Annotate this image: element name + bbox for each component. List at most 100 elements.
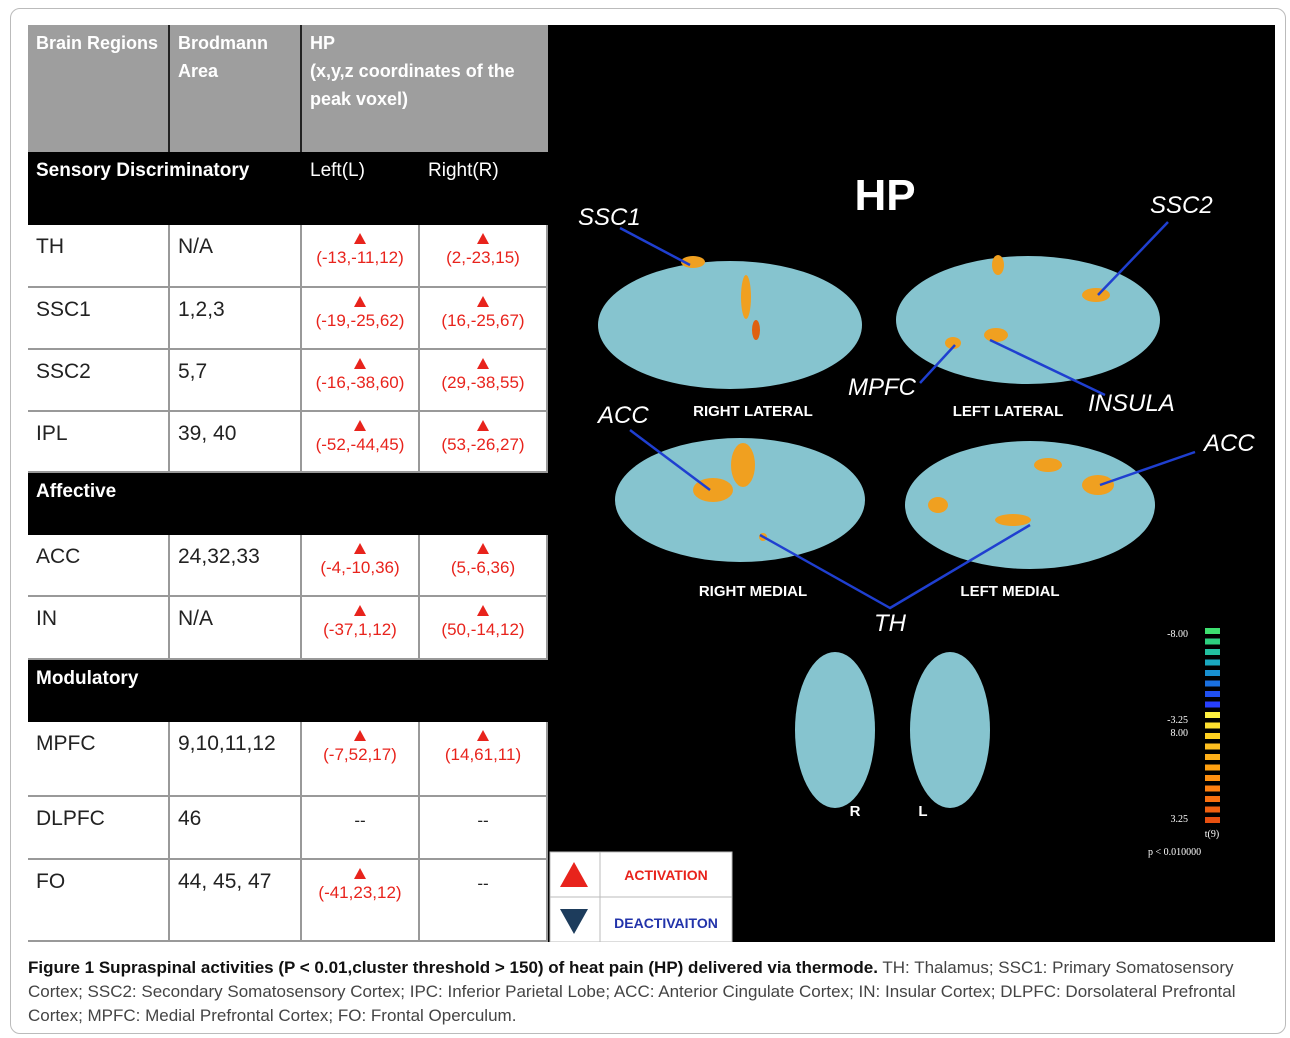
coordinate-text: (16,-25,67): [422, 311, 544, 331]
brodmann-cell: N/A: [170, 597, 302, 660]
colorbar-label: p < 0.010000: [1148, 847, 1201, 858]
section-fill: [302, 473, 548, 535]
coordinate-text: (-13,-11,12): [304, 248, 416, 268]
region-cell: ACC: [28, 535, 170, 597]
coordinate-cell: (-19,-25,62): [302, 288, 420, 350]
colorbar-label: 3.25: [1171, 814, 1189, 825]
coordinate-cell: --: [302, 797, 420, 860]
coordinate-cell: (-37,1,12): [302, 597, 420, 660]
legend-label: ACTIVATION: [624, 867, 707, 883]
colorbar-label: -8.00: [1167, 629, 1188, 640]
coordinate-text: (50,-14,12): [422, 620, 544, 640]
coordinate-text: --: [422, 811, 544, 831]
colorbar-swatch: [1205, 796, 1220, 802]
colorbar-swatch: [1205, 670, 1220, 676]
activation-icon: [354, 296, 366, 307]
brodmann-cell: 5,7: [170, 350, 302, 412]
colorbar-swatch: [1205, 807, 1220, 813]
region-cell: SSC1: [28, 288, 170, 350]
region-cell: DLPFC: [28, 797, 170, 860]
caption: Figure 1 Supraspinal activities (P < 0.0…: [28, 956, 1263, 1028]
colorbar-swatch: [1205, 639, 1220, 645]
colorbar-label: t(9): [1205, 829, 1219, 840]
coordinate-cell: (2,-23,15): [420, 225, 548, 288]
legend: ACTIVATION DEACTIVAITON: [550, 852, 732, 942]
coordinate-cell: --: [420, 797, 548, 860]
activation-icon: [477, 730, 489, 741]
coordinate-text: (14,61,11): [422, 745, 544, 765]
colorbar-swatch: [1205, 744, 1220, 750]
coordinate-text: (-4,-10,36): [304, 558, 416, 578]
coordinate-text: (5,-6,36): [422, 558, 544, 578]
header-text: (x,y,z coordinates of the peak voxel): [310, 57, 540, 113]
view-label: L: [918, 803, 927, 820]
coordinate-cell: (50,-14,12): [420, 597, 548, 660]
brodmann-cell: 24,32,33: [170, 535, 302, 597]
brodmann-cell: 1,2,3: [170, 288, 302, 350]
page: {"table": { "header": ["Brain Regions", …: [0, 0, 1290, 1038]
colorbar-swatch: [1205, 765, 1220, 771]
header-cell: Brain Regions: [28, 25, 170, 152]
activation-icon: [477, 605, 489, 616]
activation-icon: [477, 543, 489, 554]
coordinate-cell: (-16,-38,60): [302, 350, 420, 412]
section-title: Modulatory: [28, 660, 302, 722]
region-cell: SSC2: [28, 350, 170, 412]
coordinate-text: --: [304, 811, 416, 831]
coordinate-text: (-7,52,17): [304, 745, 416, 765]
brodmann-cell: N/A: [170, 225, 302, 288]
colorbar-swatch: [1205, 775, 1220, 781]
colorbar-swatch: [1205, 817, 1220, 823]
hemisphere-label: Right(R): [420, 152, 548, 225]
hemisphere-label: Left(L): [302, 152, 420, 225]
colorbar-label: -3.25: [1167, 715, 1188, 726]
coordinate-cell: (53,-26,27): [420, 412, 548, 473]
coordinate-cell: (-4,-10,36): [302, 535, 420, 597]
region-label: ACC: [596, 402, 649, 429]
colorbar-label: 8.00: [1171, 728, 1189, 739]
brodmann-cell: 9,10,11,12: [170, 722, 302, 797]
section-fill: [302, 660, 548, 722]
colorbar-swatch: [1205, 702, 1220, 708]
legend-label: DEACTIVAITON: [614, 915, 718, 931]
region-cell: MPFC: [28, 722, 170, 797]
coordinate-cell: (29,-38,55): [420, 350, 548, 412]
region-label: ACC: [1202, 430, 1255, 457]
view-label: LEFT LATERAL: [953, 403, 1064, 420]
activation-icon: [354, 868, 366, 879]
brodmann-cell: 44, 45, 47: [170, 860, 302, 942]
coordinate-cell: (-7,52,17): [302, 722, 420, 797]
colorbar-swatch: [1205, 681, 1220, 687]
coordinate-cell: (16,-25,67): [420, 288, 548, 350]
colorbar-swatch: [1205, 628, 1220, 634]
colorbar-swatch: [1205, 712, 1220, 718]
view-label: LEFT MEDIAL: [960, 583, 1059, 600]
figure-title: HP: [854, 171, 915, 220]
coordinate-cell: (5,-6,36): [420, 535, 548, 597]
coordinate-text: (29,-38,55): [422, 373, 544, 393]
header-text: HP: [310, 29, 540, 57]
activation-icon: [477, 233, 489, 244]
activation-icon: [477, 296, 489, 307]
header-cell: HP(x,y,z coordinates of the peak voxel): [302, 25, 548, 152]
view-label: RIGHT MEDIAL: [699, 583, 807, 600]
activation-icon: [354, 358, 366, 369]
brodmann-cell: 46: [170, 797, 302, 860]
colorbar-swatch: [1205, 649, 1220, 655]
coordinate-text: (53,-26,27): [422, 435, 544, 455]
region-label: MPFC: [848, 374, 917, 401]
coordinate-text: --: [422, 874, 544, 894]
view-label: R: [850, 803, 861, 820]
coordinate-text: (-37,1,12): [304, 620, 416, 640]
activation-icon: [477, 420, 489, 431]
region-cell: IN: [28, 597, 170, 660]
coordinate-text: (2,-23,15): [422, 248, 544, 268]
coordinate-cell: (-52,-44,45): [302, 412, 420, 473]
section-title: Sensory Discriminatory: [28, 152, 302, 225]
colorbar-swatch: [1205, 754, 1220, 760]
brain-panel: HP SSC1 SSC2 MPFC INSULA ACC ACC TH RIGH…: [548, 25, 1275, 942]
view-label: RIGHT LATERAL: [693, 403, 813, 420]
region-label: SSC1: [578, 204, 641, 231]
colorbar-swatch: [1205, 691, 1220, 697]
brodmann-cell: 39, 40: [170, 412, 302, 473]
